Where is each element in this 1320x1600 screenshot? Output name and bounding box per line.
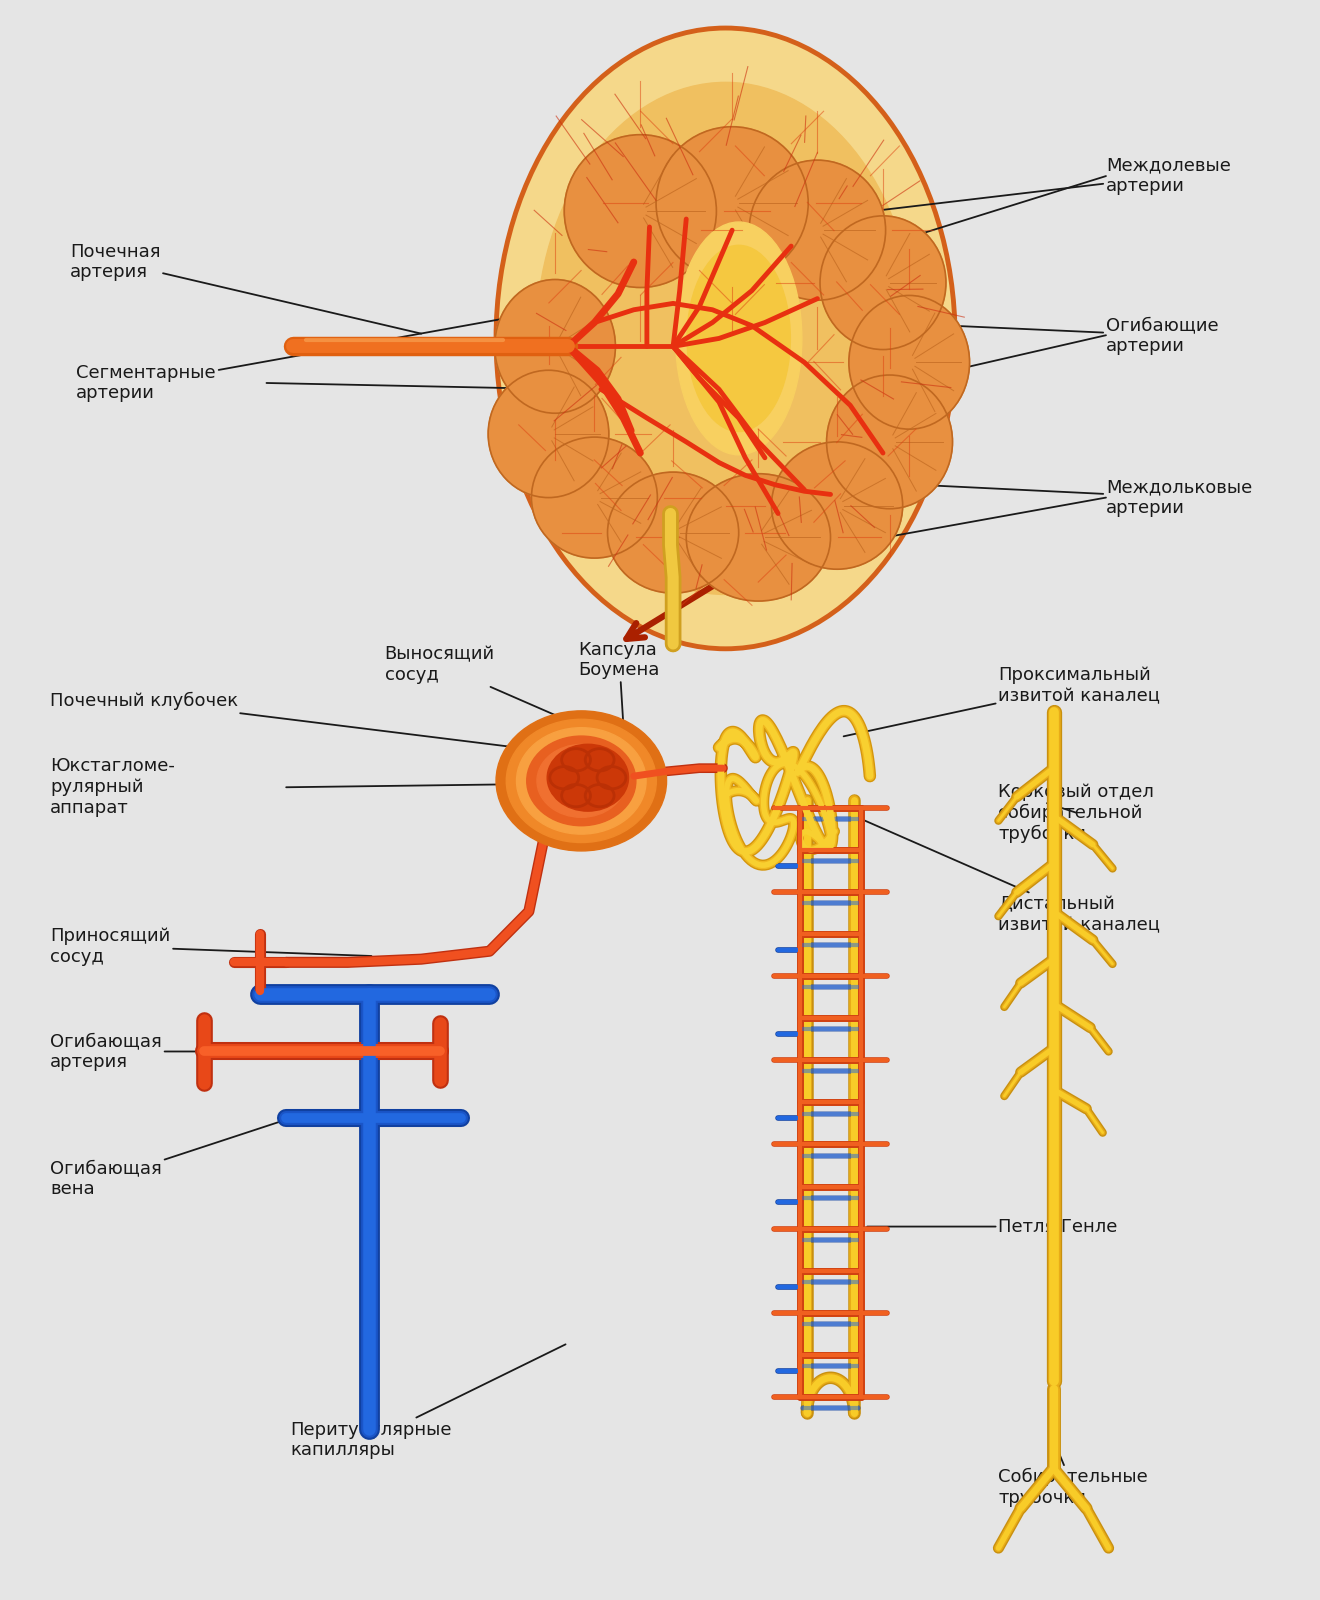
Ellipse shape	[488, 370, 609, 498]
Text: Огибающая
артерия: Огибающая артерия	[50, 1032, 267, 1070]
Text: Междольковые
артерии: Междольковые артерии	[854, 478, 1253, 517]
Ellipse shape	[820, 216, 946, 349]
Ellipse shape	[826, 374, 953, 509]
Ellipse shape	[516, 728, 645, 834]
Ellipse shape	[849, 296, 970, 429]
Ellipse shape	[676, 222, 801, 454]
Ellipse shape	[564, 134, 717, 288]
Ellipse shape	[537, 744, 626, 818]
Text: Корковый отдел
собирательной
трубочки: Корковый отдел собирательной трубочки	[998, 782, 1154, 843]
Text: Почечный клубочек: Почечный клубочек	[50, 693, 556, 752]
Ellipse shape	[496, 29, 956, 648]
Ellipse shape	[750, 160, 886, 301]
Text: Междолевые
артерии: Междолевые артерии	[764, 157, 1230, 224]
Text: Дистальный
извитой каналец: Дистальный извитой каналец	[854, 816, 1160, 934]
Text: Юкстагломе-
рулярный
аппарат: Юкстагломе- рулярный аппарат	[50, 757, 176, 818]
Ellipse shape	[527, 736, 636, 826]
Text: Приносящий
сосуд: Приносящий сосуд	[50, 926, 371, 966]
Text: Почечная
артерия: Почечная артерия	[70, 243, 421, 334]
Ellipse shape	[656, 126, 808, 280]
Text: Сегментарные
артерии: Сегментарные артерии	[77, 307, 570, 402]
Text: Собирательные
трубочки: Собирательные трубочки	[998, 1440, 1148, 1507]
Ellipse shape	[496, 710, 667, 851]
Ellipse shape	[686, 474, 830, 602]
Text: Огибающая
вена: Огибающая вена	[50, 1118, 290, 1198]
Ellipse shape	[686, 245, 791, 432]
Text: Перитубулярные
капилляры: Перитубулярные капилляры	[290, 1344, 565, 1459]
Text: Огибающие
артерии: Огибающие артерии	[880, 315, 1218, 355]
Text: Проксимальный
извитой каналец: Проксимальный извитой каналец	[843, 666, 1160, 736]
Ellipse shape	[532, 437, 657, 558]
Ellipse shape	[548, 744, 628, 811]
Text: Капсула
Боумена: Капсула Боумена	[578, 640, 660, 723]
Ellipse shape	[495, 280, 615, 413]
Ellipse shape	[507, 720, 656, 843]
Text: Выносящий
сосуд: Выносящий сосуд	[384, 645, 574, 723]
Ellipse shape	[536, 82, 915, 595]
Ellipse shape	[607, 472, 739, 594]
Ellipse shape	[771, 442, 903, 570]
Text: Петля Генле: Петля Генле	[867, 1218, 1118, 1235]
